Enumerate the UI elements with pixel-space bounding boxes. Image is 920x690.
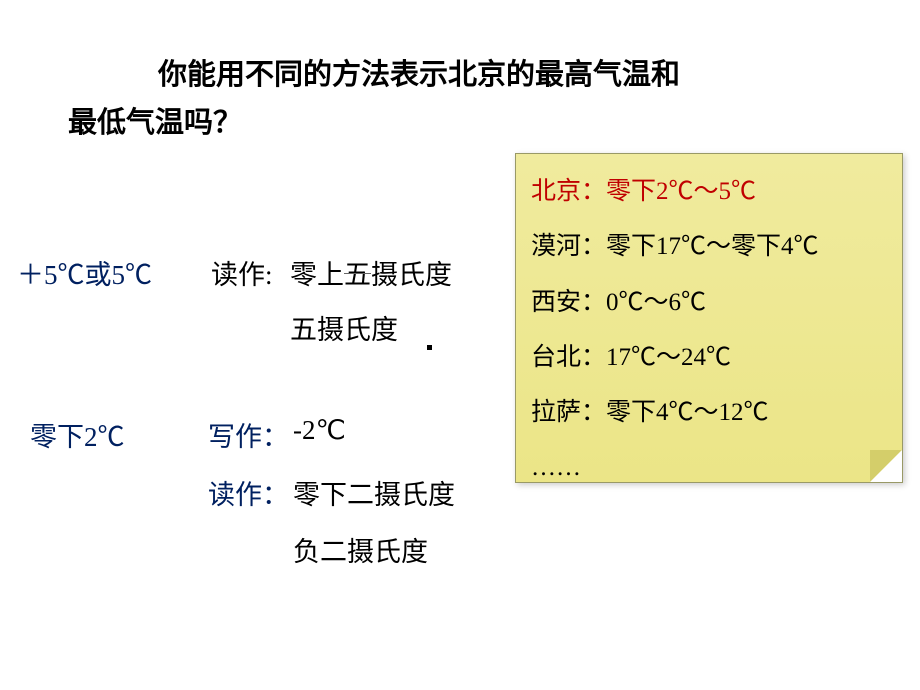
note-corner — [870, 450, 902, 482]
note-content: 北京：零下2℃～5℃ 漠河：零下17℃～零下4℃ 西安：0℃～6℃ 台北：17℃… — [516, 154, 902, 496]
reading-prefix: 零上 — [290, 260, 344, 290]
example2-reading-alt: 负二摄氏度 — [293, 530, 428, 569]
city-temp-beijing: 北京：零下2℃～5℃ — [516, 164, 902, 219]
example1-reads-label: 读作: — [211, 253, 273, 292]
example2-reads-label: 读作： — [208, 473, 289, 512]
example2-notation: 零下2℃ — [30, 415, 125, 454]
example1-reading-alt: 五摄氏度 — [290, 308, 398, 347]
example2-writes-label: 写作： — [208, 415, 289, 454]
city-temp-mohe: 漠河：零下17℃～零下4℃ — [516, 219, 902, 274]
example2-reading: 零下二摄氏度 — [293, 473, 455, 512]
city-temp-taipei: 台北：17℃～24℃ — [516, 330, 902, 385]
example2-writing: -2℃ — [293, 415, 346, 446]
city-temp-xian: 西安：0℃～6℃ — [516, 275, 902, 330]
reading-suffix: 摄氏度 — [371, 260, 452, 290]
reading-strike: 五 — [344, 253, 371, 292]
sticky-note: 北京：零下2℃～5℃ 漠河：零下17℃～零下4℃ 西安：0℃～6℃ 台北：17℃… — [515, 153, 903, 483]
note-ellipsis: …… — [516, 440, 902, 495]
question-title-line1: 你能用不同的方法表示北京的最高气温和 — [158, 52, 838, 98]
dot-marker — [427, 345, 432, 350]
question-title-line2: 最低气温吗？ — [68, 99, 242, 141]
example1-reading: 零上五摄氏度 — [290, 253, 452, 292]
example1-notation: ＋5℃或5℃ — [17, 253, 152, 292]
city-temp-lhasa: 拉萨：零下4℃～12℃ — [516, 385, 902, 440]
